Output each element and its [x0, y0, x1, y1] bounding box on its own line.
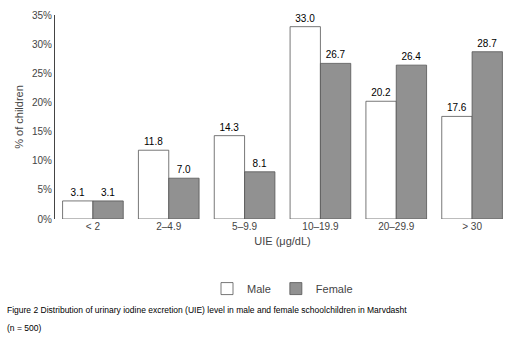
- svg-text:25%: 25%: [32, 68, 52, 79]
- svg-text:14.3: 14.3: [219, 122, 239, 133]
- svg-text:11.8: 11.8: [144, 136, 163, 147]
- svg-text:8.1: 8.1: [253, 158, 267, 169]
- svg-text:Female: Female: [316, 283, 353, 295]
- svg-text:17.6: 17.6: [447, 102, 467, 113]
- svg-text:26.4: 26.4: [401, 51, 421, 62]
- svg-text:Male: Male: [247, 283, 271, 295]
- svg-text:UIE (μg/dL): UIE (μg/dL): [254, 235, 310, 247]
- svg-text:20–29.9: 20–29.9: [378, 221, 415, 232]
- svg-text:3.1: 3.1: [101, 187, 115, 198]
- svg-text:5–9.9: 5–9.9: [232, 221, 257, 232]
- svg-text:% of children: % of children: [13, 85, 25, 149]
- svg-text:> 30: > 30: [462, 221, 482, 232]
- svg-text:30%: 30%: [32, 39, 52, 50]
- svg-text:2–4.9: 2–4.9: [156, 221, 181, 232]
- svg-text:5%: 5%: [38, 184, 53, 195]
- svg-text:Figure 2 Distribution of urina: Figure 2 Distribution of urinary iodine …: [7, 305, 407, 315]
- svg-text:< 2: < 2: [86, 221, 101, 232]
- svg-text:3.1: 3.1: [71, 187, 85, 198]
- svg-text:35%: 35%: [32, 10, 52, 21]
- svg-text:0%: 0%: [38, 214, 53, 225]
- svg-text:10%: 10%: [32, 155, 52, 166]
- svg-text:26.7: 26.7: [326, 49, 346, 60]
- svg-text:15%: 15%: [32, 126, 52, 137]
- svg-text:20.2: 20.2: [371, 87, 391, 98]
- svg-text:28.7: 28.7: [477, 38, 497, 49]
- svg-text:10–19.9: 10–19.9: [302, 221, 339, 232]
- svg-text:7.0: 7.0: [177, 164, 191, 175]
- svg-text:(n = 500): (n = 500): [7, 323, 41, 333]
- svg-text:33.0: 33.0: [295, 13, 315, 24]
- svg-text:20%: 20%: [32, 97, 52, 108]
